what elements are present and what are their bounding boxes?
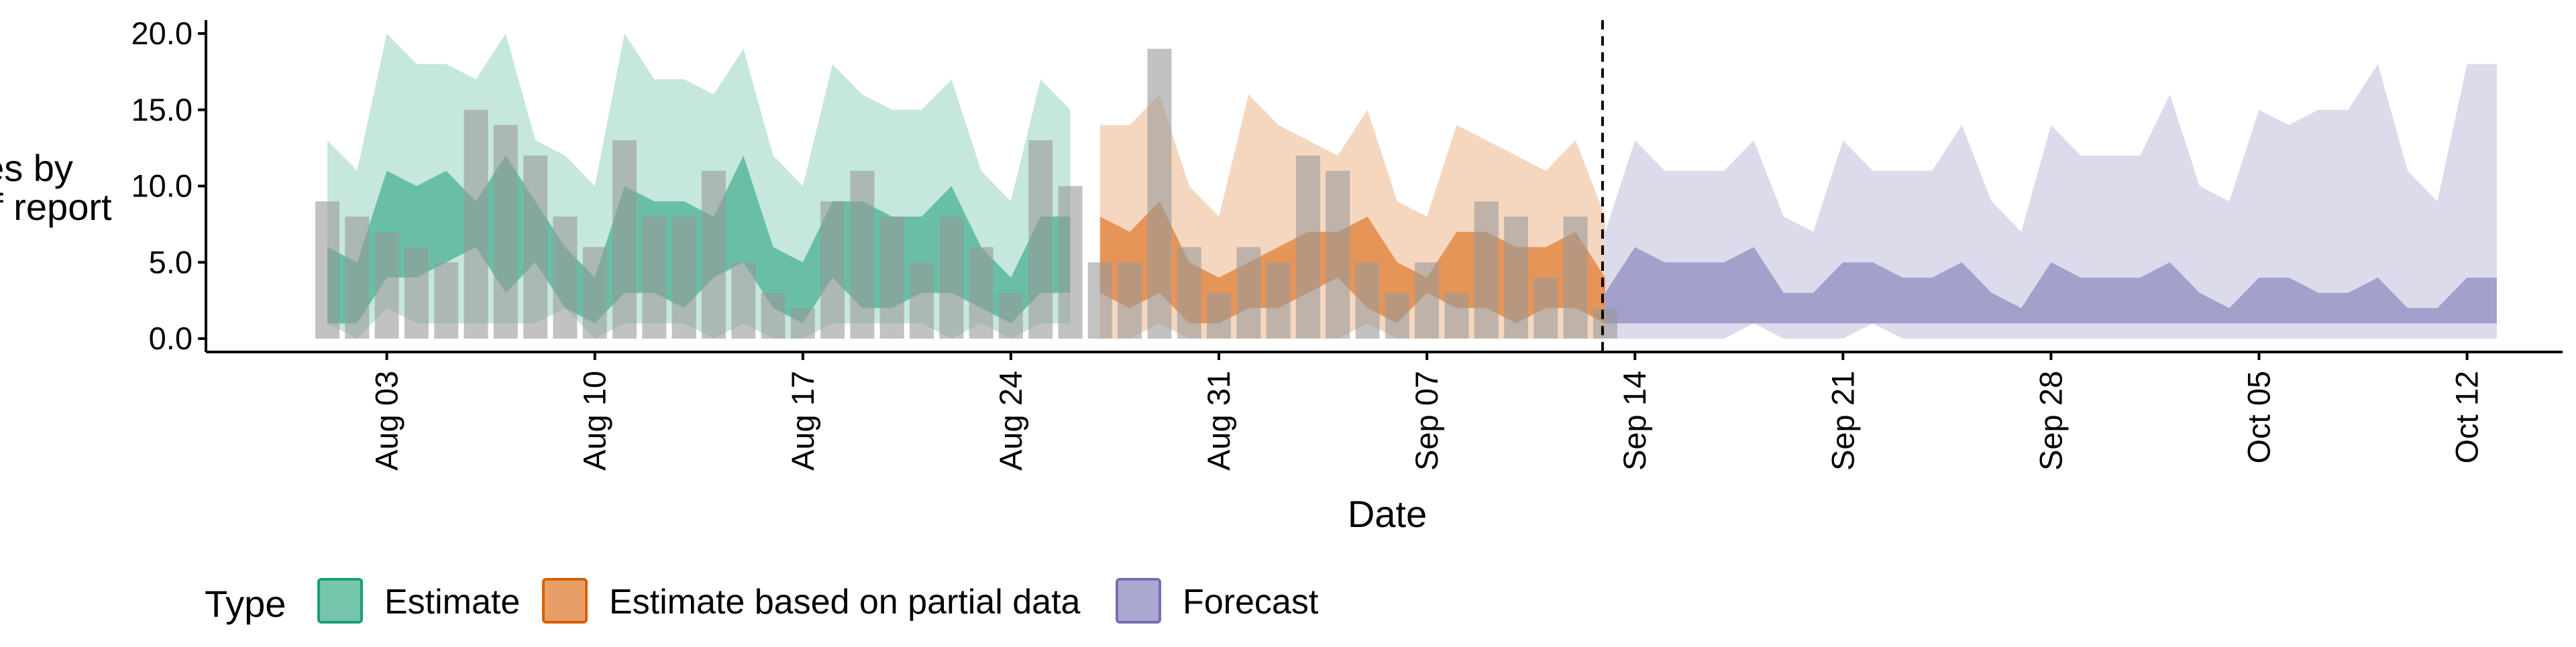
forecast-50-interval [1605,247,2497,324]
x-tick-label: Oct 12 [2449,371,2485,463]
x-axis-title: Date [1348,493,1427,535]
legend: Type Estimate Estimate based on partial d… [205,578,1319,625]
bar-2021-09-04 [1326,170,1350,339]
bar-2021-08-16 [761,292,786,339]
x-ticks: Aug 03 Aug 10 Aug 17 Aug 24 Aug 31 Sep 07 Sep … [369,352,2485,471]
bar-2021-09-08 [1444,292,1469,339]
x-tick-label: Aug 31 [1201,371,1236,471]
bar-2021-08-24 [998,292,1023,339]
bar-2021-09-05 [1355,262,1380,339]
legend-swatch-estimate-based-on-partial-data [542,578,588,624]
x-tick-label: Aug 10 [577,371,612,471]
bar-2021-08-29 [1147,48,1172,339]
bar-2021-09-07 [1415,262,1440,339]
legend-title: Type [205,583,286,625]
bar-2021-08-28 [1118,262,1142,339]
legend-label-estimate: Estimate [384,583,520,622]
bar-2021-08-09 [553,217,578,339]
legend-label-estimate-based-on-partial-data: Estimate based on partial data [609,583,1081,622]
legend-items: Estimate Estimate based on partial data Fo… [317,578,1319,624]
y-axis-title: Cases by date of report [0,147,112,228]
y-tick-label: 10.0 [131,168,193,204]
legend-swatch-estimate [317,578,363,624]
x-tick-label: Aug 24 [993,371,1028,471]
bar-2021-09-06 [1385,292,1409,339]
bar-2021-09-09 [1474,201,1499,339]
x-tick-label: Sep 21 [1825,371,1860,471]
bar-2021-09-01 [1236,247,1261,339]
y-axis-title-line-1: Cases by [0,147,73,189]
bar-2021-08-30 [1177,247,1201,339]
bar-2021-08-17 [790,308,815,339]
y-tick-label: 20.0 [131,15,193,51]
bar-2021-09-02 [1266,262,1291,339]
bar-2021-08-21 [910,262,934,339]
x-tick-label: Sep 07 [1409,371,1444,471]
bar-2021-09-03 [1295,156,1320,339]
x-tick-label: Aug 17 [785,371,820,471]
bar-2021-08-20 [879,217,904,339]
bar-2021-08-03 [374,231,399,339]
x-tick-label: Sep 14 [1617,371,1652,471]
bar-2021-08-26 [1058,186,1083,339]
bar-2021-08-23 [969,247,994,339]
legend-swatch-forecast [1116,578,1161,624]
forecast-90-interval [1605,64,2497,339]
y-tick-label: 15.0 [131,92,193,127]
bar-2021-08-02 [345,217,370,339]
bar-2021-08-13 [672,217,696,339]
x-tick-label: Aug 03 [369,371,405,471]
bar-2021-08-25 [1028,140,1053,339]
y-tick-label: 5.0 [149,244,193,280]
bar-2021-08-06 [464,109,488,339]
bar-2021-08-05 [434,262,459,339]
y-axis-title-line-2: date of report [0,186,112,228]
bar-2021-09-10 [1504,217,1528,339]
bar-2021-08-15 [731,262,756,339]
bar-2021-09-12 [1563,217,1588,339]
bar-2021-08-07 [493,125,518,339]
x-tick-label: Oct 05 [2241,371,2277,463]
bar-2021-08-14 [701,170,726,339]
y-tick-label: 0.0 [149,320,193,356]
bar-2021-08-18 [820,201,845,339]
bars-layer [315,48,1617,339]
bar-2021-08-27 [1087,262,1112,339]
bar-2021-08-19 [850,170,875,339]
y-ticks: 0.0 5.0 10.0 15.0 20.0 [131,15,206,356]
bar-2021-08-04 [404,247,429,339]
bar-2021-08-31 [1207,292,1231,339]
bar-2021-08-08 [523,156,548,339]
x-tick-label: Sep 28 [2033,371,2068,471]
bar-2021-09-11 [1534,278,1558,339]
legend-label-forecast: Forecast [1183,583,1319,622]
bar-2021-08-10 [582,247,607,339]
bar-2021-09-13 [1593,308,1617,339]
bar-2021-08-11 [612,140,637,339]
bar-2021-08-12 [642,217,667,339]
bar-2021-08-01 [315,201,339,339]
bar-2021-08-22 [939,217,964,339]
